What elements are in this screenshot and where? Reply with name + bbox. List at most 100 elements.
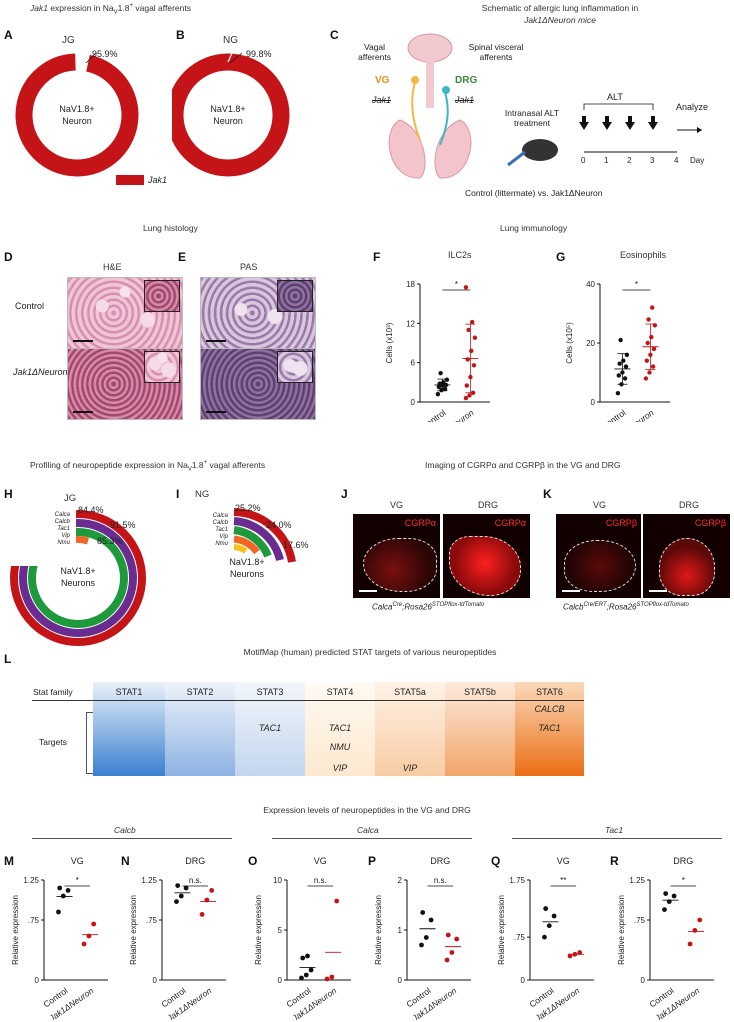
fluor-k-drg-scale <box>649 590 667 592</box>
day-1: 1 <box>604 156 609 165</box>
alt-arrow-1 <box>602 116 612 130</box>
donut-b-center1: NaV1.8+ <box>210 104 246 114</box>
donut-a-center1: NaV1.8+ <box>59 104 95 114</box>
table-header-rule <box>32 700 584 701</box>
panel-label-c: C <box>330 28 339 42</box>
col-stat6 <box>515 682 584 776</box>
cell-stat3-0: TAC1 <box>258 723 282 733</box>
spinal-nerve-path <box>439 91 449 146</box>
chartP-title: DRG <box>430 856 450 866</box>
col-stat5a <box>375 682 445 776</box>
h-genes: Calca Calcb Tac1 Vip Nmu <box>42 512 70 547</box>
scalebar-3 <box>206 340 226 342</box>
chartQ-ylabel: Relative expression <box>497 895 506 965</box>
targets-bracket <box>86 712 93 774</box>
chartG-point-1-4 <box>648 352 653 357</box>
group-calcb: Calcb <box>114 825 136 835</box>
chartG-ytick-label-0: 0 <box>591 398 596 407</box>
chartP-point-0-3 <box>420 910 426 915</box>
chartP-ytick-label-0: 0 <box>398 976 403 985</box>
chartP-ytick-label-2: 2 <box>398 876 403 885</box>
col-stat5b <box>445 682 515 776</box>
cell-stat6-1: TAC1 <box>538 723 561 733</box>
group-calcb-rule <box>32 838 232 839</box>
fluor-k-vg-scale <box>562 590 580 592</box>
chartF-point-1-7 <box>469 348 474 354</box>
i-pct-1: 24.0% <box>266 520 292 530</box>
h-center2: Neurons <box>60 578 96 588</box>
chartG-point-1-10 <box>650 305 655 310</box>
chartG-point-0-4 <box>620 370 625 375</box>
chartM-point-1-2 <box>91 921 97 927</box>
th-stat1: STAT1 <box>115 687 143 697</box>
day-3: 3 <box>650 156 655 165</box>
vg-label: VG <box>375 75 390 86</box>
i-ganglion: NG <box>195 489 210 500</box>
jak1-right: Jak1 <box>455 95 475 105</box>
chartF-point-1-2 <box>470 390 476 396</box>
stain-he: H&E <box>103 262 122 272</box>
ring-h-calcb <box>19 519 137 637</box>
chartF-point-1-6 <box>465 357 470 362</box>
spinal-cord-shape <box>426 60 434 108</box>
fluor-j-vg-scale <box>359 590 377 592</box>
j-caption: CalcaCre;Rosa26STOPflox-tdTomato <box>372 602 485 612</box>
chartF-point-1-0 <box>463 395 469 401</box>
chartM-ytick-label-2: 1.25 <box>23 876 39 885</box>
section-immunology: Lung immunology <box>500 223 568 233</box>
stat-family-label: Stat family <box>33 687 73 697</box>
chartG-point-0-2 <box>622 376 628 381</box>
histology-pas-ko-inset <box>277 351 313 383</box>
alt-arrow-3 <box>648 116 658 130</box>
panel-label-q: Q <box>491 854 501 868</box>
row-control: Control <box>15 301 45 311</box>
fluor-k-vg-tissue <box>564 540 636 592</box>
day-2: 2 <box>627 156 632 165</box>
donut-a-percent: 95.9% <box>92 49 118 59</box>
targets-label: Targets <box>39 737 67 747</box>
cell-stat4-1: NMU <box>329 742 351 752</box>
g-title: Eosinophils <box>620 250 667 260</box>
chartF-point-0-6 <box>437 381 442 386</box>
chartF-point-1-10 <box>470 319 475 325</box>
chartN-point-1-0 <box>199 912 205 917</box>
chartQ-ytick-label-1: .75 <box>514 933 526 942</box>
chartR-point-0-0 <box>662 907 667 912</box>
group-calca: Calca <box>357 825 379 835</box>
cell-stat6-0: CALCB <box>534 704 565 714</box>
chartF-point-0-1 <box>439 388 444 393</box>
day-4: 4 <box>674 156 679 165</box>
h-gene-2: Tac1 <box>57 526 70 532</box>
chartF-ytick-label-3: 18 <box>406 280 415 289</box>
fluor-k-vg-label: CGRPβ <box>605 518 637 528</box>
alt-arrow-0 <box>579 116 589 130</box>
chartM-ytick-label-0: 0 <box>35 976 40 985</box>
panel-label-g: G <box>556 250 566 264</box>
chartG-point-1-3 <box>644 358 649 363</box>
chartF-point-1-11 <box>463 285 469 290</box>
donut-a-leader <box>85 52 97 64</box>
histology-he-control <box>67 277 183 349</box>
chartQ-point-0-3 <box>543 906 549 911</box>
panel-label-h: H <box>4 487 13 501</box>
chartM-point-0-1 <box>60 893 66 899</box>
chartP-point-1-0 <box>444 957 450 963</box>
ganglion-a: JG <box>62 35 75 46</box>
k-caption: CalcbCre/ERT;Rosa26STOPflox-tdTomato <box>563 602 689 612</box>
donut-b-center: NaV1.8+ Neuron <box>205 103 251 127</box>
chartG-point-1-6 <box>645 340 650 346</box>
i-pct-0: 25.2% <box>235 503 261 513</box>
chartG-point-1-1 <box>647 370 652 375</box>
panel-label-k: K <box>543 487 552 501</box>
chartG-sig-text: * <box>635 280 638 289</box>
col-stat4 <box>305 682 375 776</box>
scalebar-2 <box>73 411 93 413</box>
chartR-point-1-0 <box>687 941 693 947</box>
donut-b-leader <box>229 52 243 64</box>
k-vg: VG <box>593 500 607 510</box>
drg-node <box>442 86 450 94</box>
th-stat5a: STAT5a <box>394 687 426 697</box>
